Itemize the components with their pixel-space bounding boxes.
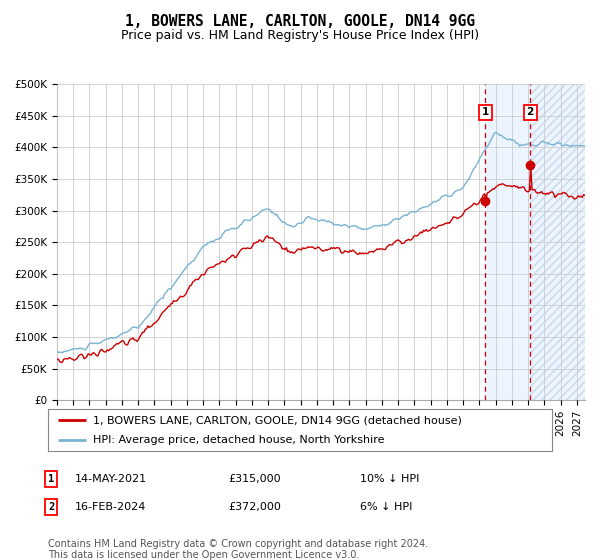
Text: 1, BOWERS LANE, CARLTON, GOOLE, DN14 9GG: 1, BOWERS LANE, CARLTON, GOOLE, DN14 9GG xyxy=(125,14,475,29)
Text: 6% ↓ HPI: 6% ↓ HPI xyxy=(360,502,412,512)
Text: 1, BOWERS LANE, CARLTON, GOOLE, DN14 9GG (detached house): 1, BOWERS LANE, CARLTON, GOOLE, DN14 9GG… xyxy=(94,415,462,425)
Bar xyxy=(530,84,585,400)
Text: 10% ↓ HPI: 10% ↓ HPI xyxy=(360,474,419,484)
Text: 2: 2 xyxy=(526,108,534,118)
Text: 14-MAY-2021: 14-MAY-2021 xyxy=(75,474,147,484)
Text: Price paid vs. HM Land Registry's House Price Index (HPI): Price paid vs. HM Land Registry's House … xyxy=(121,29,479,42)
Bar xyxy=(485,84,585,400)
Text: £315,000: £315,000 xyxy=(228,474,281,484)
Text: 2: 2 xyxy=(48,502,54,512)
Text: 1: 1 xyxy=(48,474,54,484)
Text: HPI: Average price, detached house, North Yorkshire: HPI: Average price, detached house, Nort… xyxy=(94,435,385,445)
Text: 1: 1 xyxy=(482,108,489,118)
Text: Contains HM Land Registry data © Crown copyright and database right 2024.
This d: Contains HM Land Registry data © Crown c… xyxy=(48,539,428,560)
Text: £372,000: £372,000 xyxy=(228,502,281,512)
Text: 16-FEB-2024: 16-FEB-2024 xyxy=(75,502,146,512)
